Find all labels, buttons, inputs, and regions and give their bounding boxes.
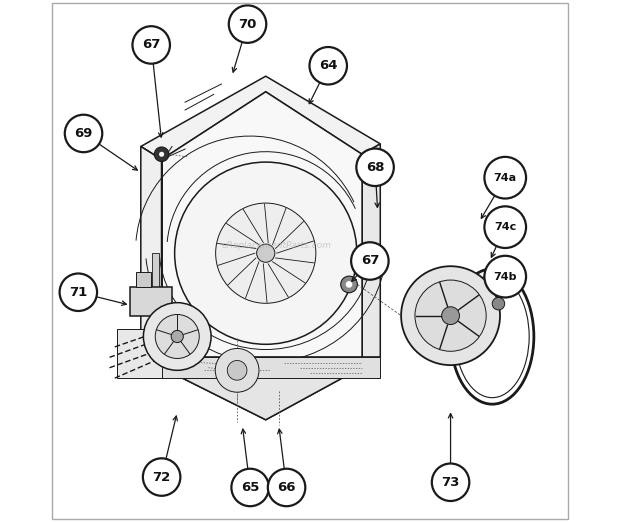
Circle shape (216, 203, 316, 303)
Text: 74b: 74b (494, 271, 517, 281)
Circle shape (65, 115, 102, 152)
Circle shape (159, 152, 164, 157)
Circle shape (268, 469, 305, 506)
Circle shape (401, 266, 500, 365)
Polygon shape (141, 76, 380, 160)
Circle shape (492, 298, 505, 310)
Text: 71: 71 (69, 286, 87, 299)
Circle shape (356, 149, 394, 186)
Polygon shape (141, 358, 380, 420)
Circle shape (484, 206, 526, 248)
Circle shape (171, 330, 184, 342)
Circle shape (133, 26, 170, 64)
Text: 68: 68 (366, 161, 384, 174)
Text: 67: 67 (142, 39, 161, 52)
Circle shape (154, 147, 169, 162)
Circle shape (60, 274, 97, 311)
Circle shape (415, 280, 486, 351)
Text: 73: 73 (441, 476, 460, 489)
Polygon shape (362, 144, 380, 358)
Polygon shape (130, 287, 172, 316)
Text: 74c: 74c (494, 222, 516, 232)
Circle shape (215, 349, 259, 392)
Polygon shape (136, 272, 151, 287)
Circle shape (441, 307, 459, 325)
Text: 66: 66 (277, 481, 296, 494)
Polygon shape (162, 92, 362, 358)
Circle shape (432, 464, 469, 501)
Text: 64: 64 (319, 60, 337, 72)
Polygon shape (141, 358, 380, 420)
Text: 74a: 74a (494, 173, 517, 183)
Circle shape (484, 157, 526, 198)
Text: 67: 67 (361, 255, 379, 267)
Text: 65: 65 (241, 481, 259, 494)
Circle shape (341, 276, 357, 293)
Circle shape (143, 458, 180, 496)
Text: 72: 72 (153, 470, 171, 483)
Circle shape (228, 361, 247, 380)
Circle shape (231, 469, 269, 506)
Polygon shape (153, 253, 159, 287)
Text: eReplacementParts.com: eReplacementParts.com (221, 241, 331, 250)
Circle shape (346, 281, 352, 288)
Circle shape (309, 47, 347, 85)
Text: 69: 69 (74, 127, 93, 140)
Circle shape (175, 162, 357, 345)
Text: 70: 70 (238, 18, 257, 31)
Circle shape (229, 5, 266, 43)
Polygon shape (117, 329, 162, 378)
Circle shape (143, 303, 211, 370)
Circle shape (351, 242, 389, 280)
Circle shape (257, 244, 275, 262)
Polygon shape (141, 147, 162, 358)
Polygon shape (141, 358, 380, 378)
Circle shape (155, 314, 199, 359)
Circle shape (484, 256, 526, 298)
